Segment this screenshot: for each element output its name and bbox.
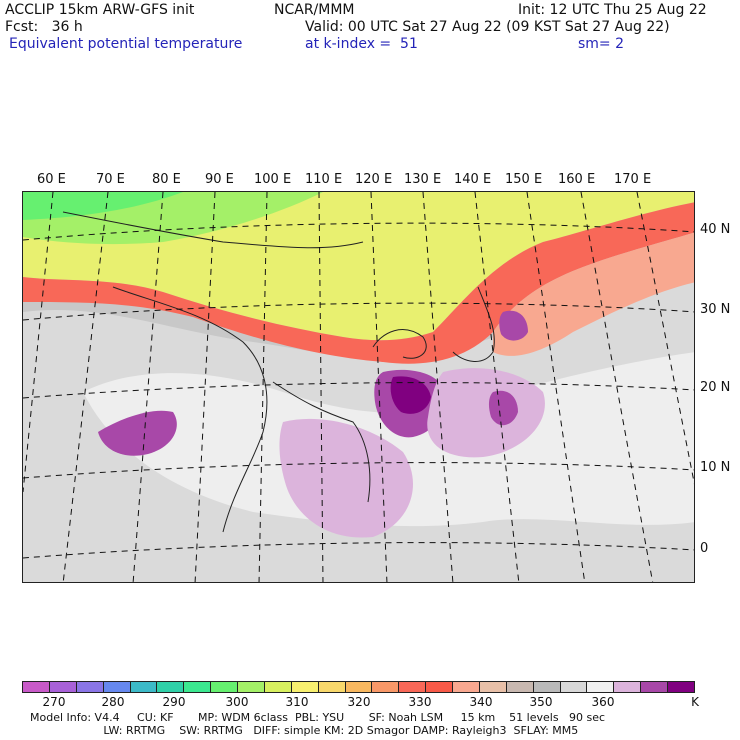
colorbar-swatch-5 [157,682,185,692]
colorbar-tick-340: 340 [469,695,493,709]
colorbar-swatch-9 [264,682,292,692]
colorbar-swatch-6 [184,682,212,692]
field-name: Equivalent potential temperature [9,36,243,52]
coastline-1 [112,286,268,533]
colorbar-swatch-3 [103,682,131,692]
lat-label-20n: 20 N [700,380,731,395]
lon-label-110e: 110 E [305,172,343,187]
colorbar-tick-290: 290 [162,695,186,709]
green-core [23,192,183,220]
lon-label-140e: 140 E [454,172,492,187]
level-label: at k-index = 51 [305,36,418,52]
init-time: Init: 12 UTC Thu 25 Aug 22 [518,2,707,18]
colorbar-tick-270: 270 [42,695,66,709]
colorbar-swatch-14 [399,682,427,692]
coastline-3 [372,329,427,359]
lon-label-150e: 150 E [505,172,543,187]
lon-label-100e: 100 E [254,172,292,187]
colorbar-swatch-10 [291,682,319,692]
frontal-band-edge [493,232,694,356]
forecast-hour: Fcst: 36 h [5,19,83,35]
border-line [62,211,364,249]
lon-label-130e: 130 E [404,172,442,187]
colorbar-swatch-24 [668,682,694,692]
lon-label-70e: 70 E [96,172,125,187]
lon-label-90e: 90 E [205,172,234,187]
model-info-line1: Model Info: V4.4 CU: KF MP: WDM 6class P… [30,711,606,724]
lat-line-0 [23,542,694,559]
lat-label-0: 0 [700,541,709,556]
colorbar-unit: K [691,695,699,709]
model-info-line2: LW: RRTMG SW: RRTMG DIFF: simple KM: 2D … [30,724,579,737]
colorbar-tick-280: 280 [101,695,125,709]
lat-line-10n [23,462,694,479]
theta-e-map [22,191,695,583]
colorbar-swatch-17 [479,682,507,692]
lon-label-80e: 80 E [152,172,181,187]
high-theta-core-2 [98,410,177,456]
colorbar-swatch-16 [453,682,480,692]
map-canvas [23,192,694,582]
colorbar-swatch-22 [614,682,642,692]
colorbar-tick-350: 350 [529,695,553,709]
colorbar-tick-310: 310 [285,695,309,709]
colorbar-swatch-8 [238,682,265,692]
colorbar-tick-330: 330 [408,695,432,709]
valid-time: Valid: 00 UTC Sat 27 Aug 22 (09 KST Sat … [305,19,670,35]
colorbar-tick-360: 360 [591,695,615,709]
colorbar-swatch-12 [345,682,373,692]
colorbar-swatch-19 [533,682,561,692]
colorbar-swatch-15 [426,682,453,692]
lon-line-150e [526,192,586,582]
colorbar-swatch-1 [49,682,77,692]
colorbar-swatch-0 [23,682,50,692]
lon-label-60e: 60 E [37,172,66,187]
lat-line-40n [23,222,694,241]
colorbar-swatch-21 [587,682,615,692]
colorbar-tick-300: 300 [225,695,249,709]
colorbar-swatch-11 [318,682,346,692]
lon-line-170e [636,192,694,485]
smoothing-label: sm= 2 [578,36,625,52]
lat-line-20n [23,382,694,399]
colorbar-swatch-23 [641,682,668,692]
colorbar-tick-320: 320 [347,695,371,709]
colorbar-swatch-7 [211,682,238,692]
moist-region [427,368,545,458]
lon-label-160e: 160 E [558,172,596,187]
graticule [23,192,694,582]
colorbar-swatch-20 [560,682,588,692]
high-theta-core-3 [488,390,518,426]
moist-region-south [279,418,413,538]
lon-label-120e: 120 E [355,172,393,187]
high-theta-core-4 [499,310,528,341]
colorbar-swatch-4 [130,682,158,692]
colorbar-swatch-2 [76,682,104,692]
high-theta-core-1-peak [390,376,431,414]
coastline-2 [272,381,371,503]
coastline-japan [452,286,495,362]
lat-label-40n: 40 N [700,222,731,237]
lat-label-10n: 10 N [700,460,731,475]
lon-label-170e: 170 E [614,172,652,187]
source-label: NCAR/MMM [274,2,355,18]
model-title: ACCLIP 15km ARW-GFS init [5,2,195,18]
lon-line-160e [580,192,654,582]
colorbar-swatch-18 [506,682,534,692]
lat-label-30n: 30 N [700,302,731,317]
colorbar-swatch-13 [372,682,400,692]
colorbar [22,681,695,693]
lat-line-30n [23,302,694,321]
